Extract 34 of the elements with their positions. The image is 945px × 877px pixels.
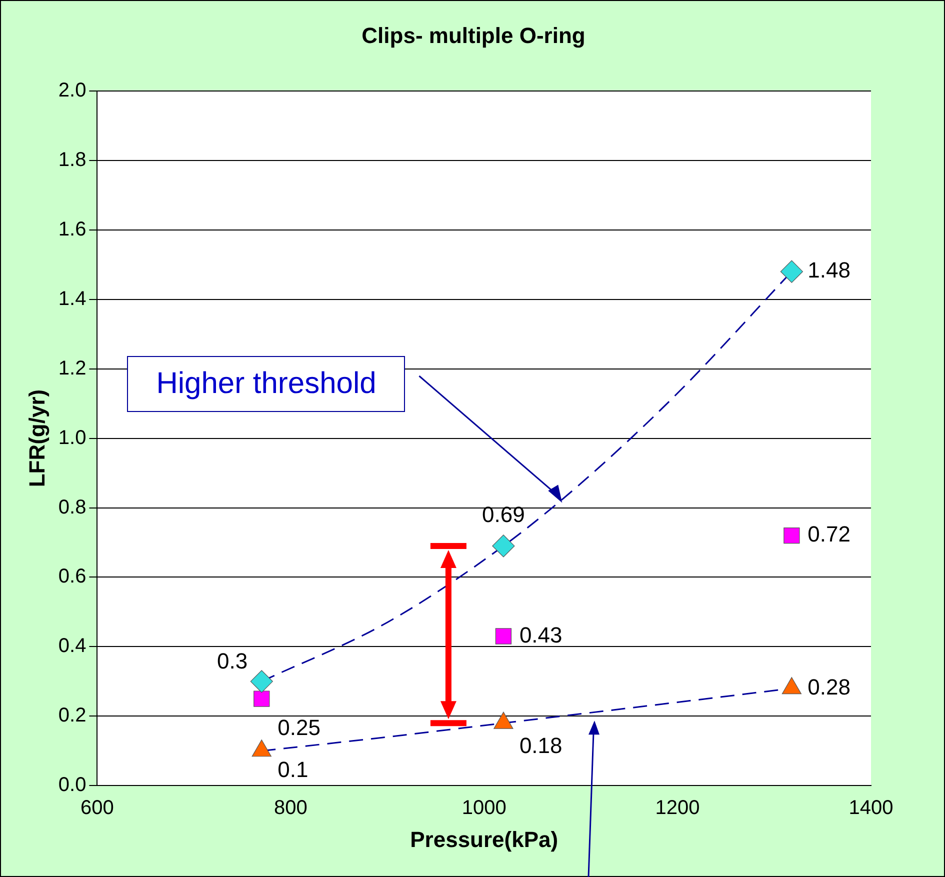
x-tick-label: 1400 bbox=[848, 797, 894, 820]
data-label: 0.18 bbox=[519, 733, 562, 758]
x-axis-title: Pressure(kPa) bbox=[410, 826, 558, 852]
data-label: 0.1 bbox=[278, 756, 308, 782]
data-label: 0.3 bbox=[217, 648, 248, 674]
x-tick-label: 600 bbox=[80, 797, 114, 820]
point bbox=[780, 260, 803, 283]
data-label: 0.25 bbox=[278, 714, 320, 740]
y-tick-label: 0.6 bbox=[58, 566, 86, 588]
annotation: Higher threshold bbox=[127, 356, 406, 412]
y-tick-label: 1.0 bbox=[58, 426, 86, 449]
y-tick-label: 1.6 bbox=[58, 218, 86, 240]
point bbox=[254, 690, 270, 707]
y-tick-label: 0.4 bbox=[58, 635, 86, 658]
point bbox=[495, 628, 512, 644]
y-tick-label: 0.2 bbox=[58, 704, 86, 727]
x-tick-label: 800 bbox=[274, 797, 308, 820]
x-tick-label: 1000 bbox=[462, 797, 506, 820]
x-tick-label: 1200 bbox=[655, 797, 700, 820]
y-tick-label: 1.4 bbox=[58, 288, 86, 310]
y-tick-label: 2.0 bbox=[58, 80, 86, 102]
point bbox=[784, 527, 800, 544]
point bbox=[250, 670, 273, 693]
y-tick-label: 1.2 bbox=[58, 357, 86, 380]
data-label: 0.28 bbox=[808, 674, 851, 700]
chart-title: Clips- multiple O-ring bbox=[360, 23, 586, 49]
y-tick-label: 0.0 bbox=[58, 774, 86, 796]
data-label: 0.72 bbox=[808, 522, 851, 547]
data-label: 1.48 bbox=[808, 258, 851, 283]
y-tick-label: 1.8 bbox=[58, 148, 86, 171]
y-tick-label: 0.8 bbox=[58, 496, 86, 518]
data-label: 0.43 bbox=[519, 622, 562, 648]
point bbox=[492, 534, 515, 558]
y-axis-title: LFR(g/yr) bbox=[24, 389, 50, 488]
